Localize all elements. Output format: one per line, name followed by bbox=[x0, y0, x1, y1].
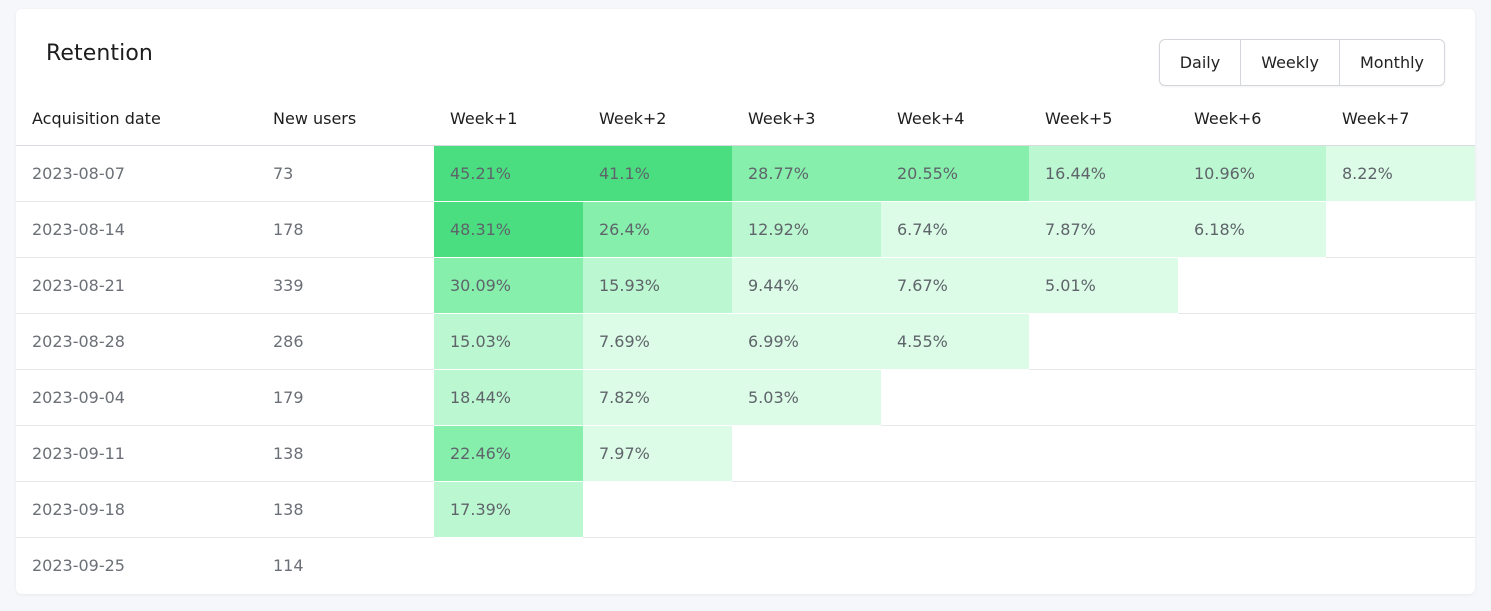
empty-cell bbox=[732, 538, 881, 594]
table-row: 2023-09-11 138 22.46% 7.97% bbox=[16, 425, 1475, 482]
empty-cell bbox=[583, 481, 732, 538]
retention-cell: 15.03% bbox=[434, 313, 583, 370]
retention-card: Retention Daily Weekly Monthly Acquisiti… bbox=[16, 9, 1475, 594]
retention-cell: 5.01% bbox=[1029, 257, 1178, 314]
acquisition-date-cell: 2023-09-04 bbox=[16, 369, 259, 426]
retention-cell: 41.1% bbox=[583, 145, 732, 202]
empty-cell bbox=[1178, 369, 1326, 426]
retention-cell: 8.22% bbox=[1326, 145, 1475, 202]
acquisition-date-cell: 2023-08-21 bbox=[16, 257, 259, 314]
table-row: 2023-08-07 73 45.21% 41.1% 28.77% 20.55% 16.44… bbox=[16, 145, 1475, 202]
retention-cell: 7.87% bbox=[1029, 201, 1178, 258]
retention-cell: 48.31% bbox=[434, 201, 583, 258]
retention-cell: 9.44% bbox=[732, 257, 881, 314]
retention-cell: 7.67% bbox=[881, 257, 1029, 314]
empty-cell bbox=[881, 369, 1029, 426]
retention-cell: 6.18% bbox=[1178, 201, 1326, 258]
empty-cell bbox=[1326, 201, 1475, 258]
empty-cell bbox=[1178, 425, 1326, 482]
retention-cell: 17.39% bbox=[434, 481, 583, 538]
empty-cell bbox=[1178, 257, 1326, 314]
empty-cell bbox=[434, 538, 583, 594]
empty-cell bbox=[732, 481, 881, 538]
retention-cell: 15.93% bbox=[583, 257, 732, 314]
column-header-week-5: Week+5 bbox=[1029, 91, 1178, 146]
empty-cell bbox=[881, 481, 1029, 538]
acquisition-date-cell: 2023-09-18 bbox=[16, 481, 259, 538]
page-title: Retention bbox=[46, 41, 153, 66]
column-header-week-2: Week+2 bbox=[583, 91, 732, 146]
weekly-button[interactable]: Weekly bbox=[1241, 40, 1340, 85]
table-body: 2023-08-07 73 45.21% 41.1% 28.77% 20.55% 16.44… bbox=[16, 145, 1475, 594]
column-header-new-users: New users bbox=[259, 91, 434, 146]
empty-cell bbox=[1178, 313, 1326, 370]
empty-cell bbox=[1029, 538, 1178, 594]
table-row: 2023-08-28 286 15.03% 7.69% 6.99% 4.55% bbox=[16, 313, 1475, 370]
empty-cell bbox=[1326, 538, 1475, 594]
retention-cell: 22.46% bbox=[434, 425, 583, 482]
empty-cell bbox=[1029, 369, 1178, 426]
daily-button[interactable]: Daily bbox=[1160, 40, 1242, 85]
retention-cell: 30.09% bbox=[434, 257, 583, 314]
retention-cell: 7.82% bbox=[583, 369, 732, 426]
table-row: 2023-08-21 339 30.09% 15.93% 9.44% 7.67% 5.01% bbox=[16, 257, 1475, 314]
new-users-cell: 286 bbox=[259, 313, 434, 370]
empty-cell bbox=[732, 425, 881, 482]
retention-cell: 7.69% bbox=[583, 313, 732, 370]
new-users-cell: 178 bbox=[259, 201, 434, 258]
empty-cell bbox=[1326, 369, 1475, 426]
empty-cell bbox=[1326, 481, 1475, 538]
column-header-week-7: Week+7 bbox=[1326, 91, 1475, 146]
table-header-row: Acquisition date New users Week+1 Week+2… bbox=[16, 91, 1475, 146]
empty-cell bbox=[1326, 425, 1475, 482]
retention-cell: 10.96% bbox=[1178, 145, 1326, 202]
new-users-cell: 339 bbox=[259, 257, 434, 314]
empty-cell bbox=[1178, 481, 1326, 538]
empty-cell bbox=[1029, 425, 1178, 482]
table-row: 2023-08-14 178 48.31% 26.4% 12.92% 6.74% 7.87%… bbox=[16, 201, 1475, 258]
empty-cell bbox=[1029, 313, 1178, 370]
retention-cell: 6.99% bbox=[732, 313, 881, 370]
retention-cell: 18.44% bbox=[434, 369, 583, 426]
empty-cell bbox=[881, 538, 1029, 594]
new-users-cell: 138 bbox=[259, 425, 434, 482]
acquisition-date-cell: 2023-09-11 bbox=[16, 425, 259, 482]
empty-cell bbox=[1326, 257, 1475, 314]
empty-cell bbox=[583, 538, 732, 594]
acquisition-date-cell: 2023-08-14 bbox=[16, 201, 259, 258]
new-users-cell: 114 bbox=[273, 556, 304, 575]
acquisition-date-cell: 2023-08-07 bbox=[16, 145, 259, 202]
table-row: 2023-09-18 138 17.39% bbox=[16, 481, 1475, 538]
retention-cell: 28.77% bbox=[732, 145, 881, 202]
acquisition-date-cell: 2023-08-28 bbox=[16, 313, 259, 370]
retention-cell: 7.97% bbox=[583, 425, 732, 482]
monthly-button[interactable]: Monthly bbox=[1359, 53, 1424, 72]
retention-cell: 45.21% bbox=[434, 145, 583, 202]
retention-cell: 6.74% bbox=[881, 201, 1029, 258]
table-row: 2023-09-04 179 18.44% 7.82% 5.03% bbox=[16, 369, 1475, 426]
empty-cell bbox=[1178, 538, 1326, 594]
retention-cell: 20.55% bbox=[881, 145, 1029, 202]
new-users-cell: 73 bbox=[259, 145, 434, 202]
column-header-week-3: Week+3 bbox=[732, 91, 881, 146]
column-header-week-1: Week+1 bbox=[434, 91, 583, 146]
column-header-week-6: Week+6 bbox=[1178, 91, 1326, 146]
new-users-cell: 179 bbox=[259, 369, 434, 426]
retention-cell: 4.55% bbox=[881, 313, 1029, 370]
acquisition-date-cell: 2023-09-25 bbox=[32, 556, 125, 575]
table-row: 2023-09-25 114 bbox=[16, 538, 1475, 594]
retention-cell: 16.44% bbox=[1029, 145, 1178, 202]
column-header-acquisition-date: Acquisition date bbox=[16, 91, 259, 146]
period-toggle: Daily Weekly Monthly bbox=[1158, 39, 1445, 86]
retention-cell: 26.4% bbox=[583, 201, 732, 258]
empty-cell bbox=[1029, 481, 1178, 538]
empty-cell bbox=[1326, 313, 1475, 370]
retention-cell: 5.03% bbox=[732, 369, 881, 426]
retention-table: Acquisition date New users Week+1 Week+2… bbox=[16, 91, 1475, 593]
empty-cell bbox=[881, 425, 1029, 482]
new-users-cell: 138 bbox=[259, 481, 434, 538]
column-header-week-4: Week+4 bbox=[881, 91, 1029, 146]
retention-cell: 12.92% bbox=[732, 201, 881, 258]
